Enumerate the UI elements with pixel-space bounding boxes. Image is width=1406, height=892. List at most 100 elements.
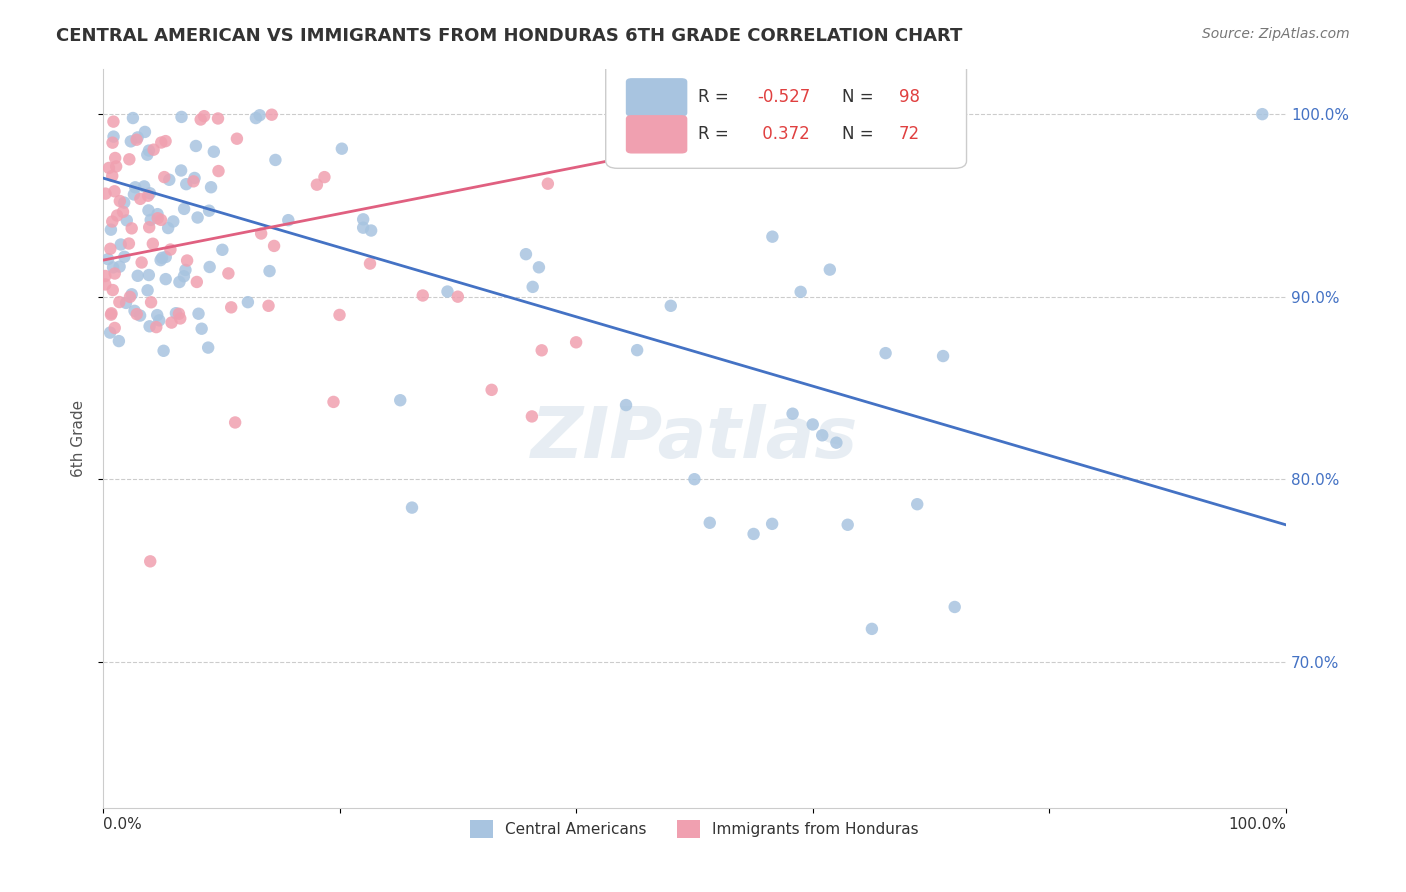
Point [150,213,173,227]
Point [129,192,152,206]
Point [825,435,848,450]
Point [142,143,165,157]
Point [129,309,152,323]
Point [314,170,336,185]
Point [98,326,121,340]
Text: 72: 72 [898,125,920,144]
Point [837,517,859,532]
Point [742,527,765,541]
Point [138,203,160,218]
Point [699,516,721,530]
Point [263,239,285,253]
Point [360,223,382,237]
Point [118,236,141,251]
Point [139,554,162,568]
Point [155,134,177,148]
Point [115,296,138,310]
Text: 98: 98 [898,88,920,106]
Point [98,242,121,256]
Point [614,398,637,412]
Point [139,213,162,227]
Point [146,207,169,221]
Point [761,229,783,244]
Point [250,227,273,241]
Point [245,111,267,125]
Text: Source: ZipAtlas.com: Source: ZipAtlas.com [1202,27,1350,41]
Point [125,307,148,321]
Point [167,307,190,321]
Point [264,153,287,167]
Point [565,335,588,350]
Point [127,268,149,283]
Point [943,599,966,614]
Point [190,112,212,127]
Point [159,243,181,257]
Point [481,383,503,397]
Point [905,497,928,511]
Point [515,247,537,261]
Point [328,308,350,322]
Point [103,129,125,144]
Point [761,516,783,531]
Point [122,111,145,125]
Point [157,221,180,235]
Point [103,114,125,128]
Point [134,125,156,139]
Point [801,417,824,432]
Point [522,280,544,294]
Point [174,263,197,277]
Point [100,308,122,322]
Point [108,295,131,310]
Point [121,287,143,301]
Point [108,194,131,208]
Point [139,186,162,201]
Point [782,407,804,421]
Point [183,171,205,186]
Point [155,272,177,286]
Point [211,243,233,257]
Point [1251,107,1274,121]
Point [224,416,246,430]
Point [124,180,146,194]
Point [97,161,120,175]
Point [136,188,159,202]
Point [277,213,299,227]
Point [352,212,374,227]
Point [226,132,249,146]
Point [149,253,172,268]
Point [412,288,434,302]
Point [259,264,281,278]
Point [330,142,353,156]
Point [139,295,162,310]
Point [148,313,170,327]
Point [146,308,169,322]
Point [97,252,120,267]
Point [202,145,225,159]
Text: 0.372: 0.372 [758,125,810,144]
Point [305,178,328,192]
Point [138,144,160,158]
Point [104,267,127,281]
Text: -0.527: -0.527 [758,88,810,106]
Point [187,211,209,225]
Point [389,393,412,408]
Point [249,108,271,122]
FancyBboxPatch shape [606,62,966,169]
Point [683,472,706,486]
Point [352,220,374,235]
Point [359,257,381,271]
Point [875,346,897,360]
Point [169,311,191,326]
Point [111,205,134,219]
Point [145,320,167,334]
Point [236,295,259,310]
Point [101,169,124,183]
Point [183,174,205,188]
Point [322,395,344,409]
Point [169,275,191,289]
Point [101,214,124,228]
Point [105,209,128,223]
Point [105,160,128,174]
Point [198,203,221,218]
Point [100,222,122,236]
